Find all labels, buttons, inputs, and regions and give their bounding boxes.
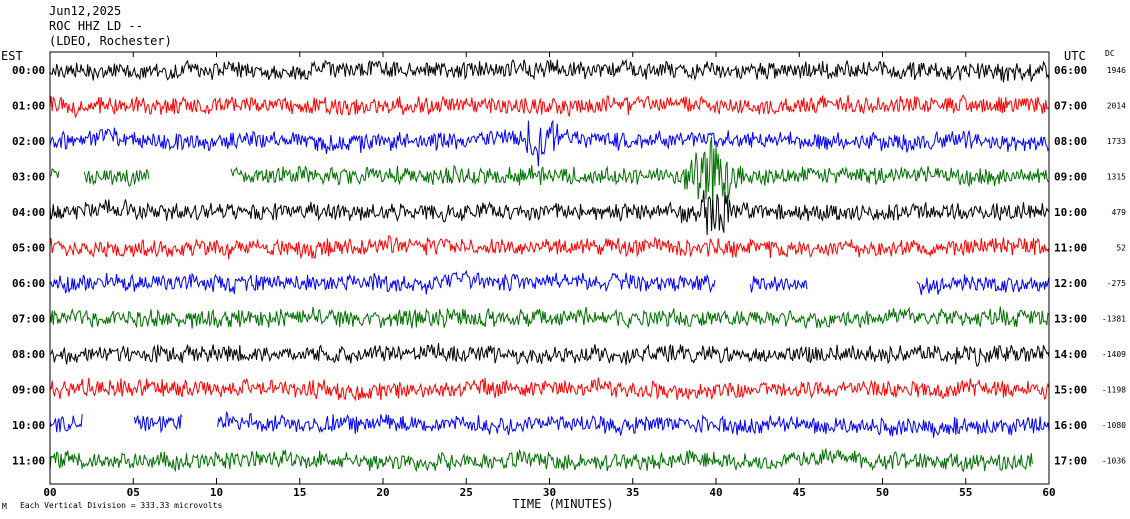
utc-row-label: 09:00	[1054, 171, 1087, 184]
utc-row-label: 17:00	[1054, 455, 1087, 468]
x-tick-label: 30	[543, 486, 556, 499]
x-tick-label: 55	[959, 486, 972, 499]
utc-row-label: 14:00	[1054, 348, 1087, 361]
est-row-label: 03:00	[12, 171, 45, 184]
trace-row	[49, 342, 1050, 367]
utc-labels: 06:00 07:00 08:00 09:00 10:00 11:00 12:00 13:00…	[1054, 64, 1087, 468]
trace-row	[49, 235, 1050, 260]
chart-header: Jun12,2025 ROC HHZ LD -- (LDEO, Rocheste…	[49, 4, 172, 48]
trace-row	[49, 136, 1050, 208]
x-tick-label: 45	[793, 486, 806, 499]
dc-labels: 1946 2014 1733 1315 479 52 -275 -1381 -1409 -1198…	[1102, 66, 1126, 466]
header-station: ROC HHZ LD --	[49, 19, 143, 33]
trace-row	[49, 448, 1033, 473]
trace-row	[49, 58, 1050, 83]
utc-row-label: 12:00	[1054, 277, 1087, 290]
est-row-label: 10:00	[12, 419, 45, 432]
dc-row-value: -1198	[1102, 386, 1126, 395]
x-tick-label: 05	[127, 486, 140, 499]
trace-row	[49, 269, 1050, 296]
x-tick-label: 15	[293, 486, 306, 499]
est-row-label: 08:00	[12, 348, 45, 361]
dc-row-value: -1381	[1102, 315, 1126, 324]
x-axis-ticks: 00 05 10 15 20 25 30 35 40 45 50 55 60	[43, 52, 1056, 499]
utc-row-label: 16:00	[1054, 419, 1087, 432]
dc-row-value: -1036	[1102, 457, 1126, 466]
x-tick-label: 25	[460, 486, 473, 499]
x-tick-label: 60	[1042, 486, 1055, 499]
header-date: Jun12,2025	[49, 4, 121, 18]
dc-row-value: -1080	[1102, 421, 1126, 430]
dc-row-value: 1733	[1107, 137, 1126, 146]
est-row-label: 06:00	[12, 277, 45, 290]
trace-layer	[49, 58, 1050, 473]
dc-row-value: 479	[1112, 208, 1127, 217]
est-row-label: 07:00	[12, 313, 45, 326]
dc-row-value: -1409	[1102, 350, 1126, 359]
dc-column-title: DC	[1105, 49, 1115, 58]
utc-row-label: 07:00	[1054, 100, 1087, 113]
est-labels: 00:00 01:00 02:00 03:00 04:00 05:00 06:00 07:00…	[12, 64, 45, 468]
trace-row	[49, 377, 1050, 402]
est-row-label: 02:00	[12, 135, 45, 148]
scale-note: Each Vertical Division = 333.33 microvol…	[20, 501, 222, 510]
utc-row-label: 10:00	[1054, 206, 1087, 219]
trace-row	[49, 306, 1050, 330]
trace-row	[49, 94, 1050, 118]
dc-row-value: 52	[1116, 244, 1126, 253]
dc-row-value: 1315	[1107, 173, 1126, 182]
utc-row-label: 08:00	[1054, 135, 1087, 148]
x-axis-title: TIME (MINUTES)	[512, 497, 613, 511]
utc-row-label: 11:00	[1054, 242, 1087, 255]
x-tick-label: 00	[43, 486, 56, 499]
dc-row-value: 2014	[1107, 102, 1126, 111]
plot-frame	[49, 51, 1050, 485]
x-tick-label: 10	[210, 486, 223, 499]
x-tick-label: 35	[626, 486, 639, 499]
est-row-label: 09:00	[12, 384, 45, 397]
dc-row-value: 1946	[1107, 66, 1126, 75]
utc-row-label: 15:00	[1054, 384, 1087, 397]
header-network: (LDEO, Rochester)	[49, 34, 172, 48]
corner-mark: M	[2, 502, 7, 511]
est-row-label: 05:00	[12, 242, 45, 255]
x-tick-label: 50	[876, 486, 889, 499]
x-tick-label: 20	[376, 486, 389, 499]
utc-row-label: 06:00	[1054, 64, 1087, 77]
est-axis-title: EST	[1, 49, 23, 63]
est-row-label: 11:00	[12, 455, 45, 468]
dc-row-value: -275	[1107, 279, 1126, 288]
trace-row	[49, 119, 1050, 167]
trace-row	[49, 190, 1050, 236]
est-row-label: 01:00	[12, 100, 45, 113]
utc-row-label: 13:00	[1054, 313, 1087, 326]
utc-axis-title: UTC	[1064, 49, 1086, 63]
est-row-label: 00:00	[12, 64, 45, 77]
est-row-label: 04:00	[12, 206, 45, 219]
trace-row	[49, 411, 1050, 438]
x-tick-label: 40	[709, 486, 722, 499]
